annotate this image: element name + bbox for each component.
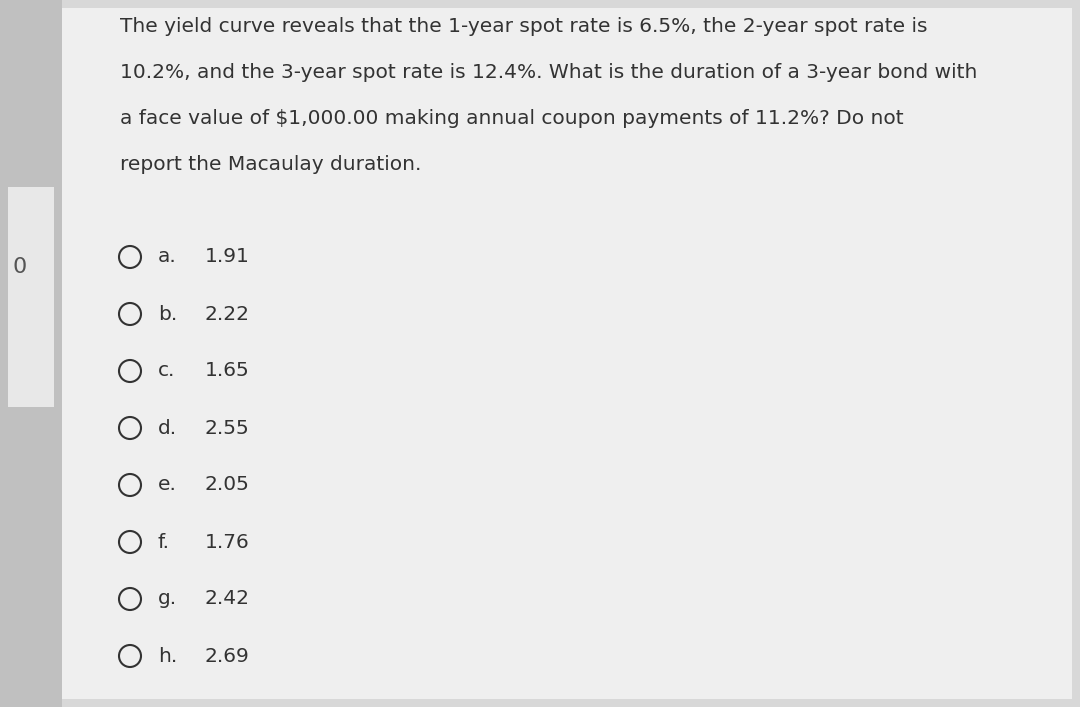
Text: g.: g. [158,590,177,609]
Text: 2.55: 2.55 [205,419,249,438]
Text: a.: a. [158,247,177,267]
Text: f.: f. [158,532,170,551]
Text: 2.42: 2.42 [205,590,249,609]
Text: d.: d. [158,419,177,438]
Text: e.: e. [158,476,177,494]
Text: c.: c. [158,361,175,380]
Text: 10.2%, and the 3-year spot rate is 12.4%. What is the duration of a 3-year bond : 10.2%, and the 3-year spot rate is 12.4%… [120,63,977,82]
FancyBboxPatch shape [62,8,1072,699]
Text: 0: 0 [13,257,27,277]
Text: report the Macaulay duration.: report the Macaulay duration. [120,155,421,174]
Text: h.: h. [158,646,177,665]
Text: a face value of $1,000.00 making annual coupon payments of 11.2%? Do not: a face value of $1,000.00 making annual … [120,109,904,128]
Text: The yield curve reveals that the 1-year spot rate is 6.5%, the 2-year spot rate : The yield curve reveals that the 1-year … [120,17,928,36]
Text: 2.05: 2.05 [205,476,249,494]
Text: 1.91: 1.91 [205,247,249,267]
Text: b.: b. [158,305,177,324]
Text: 1.76: 1.76 [205,532,249,551]
Text: 1.65: 1.65 [205,361,249,380]
Text: 2.69: 2.69 [205,646,249,665]
FancyBboxPatch shape [8,187,54,407]
Text: 2.22: 2.22 [205,305,249,324]
FancyBboxPatch shape [0,0,62,707]
